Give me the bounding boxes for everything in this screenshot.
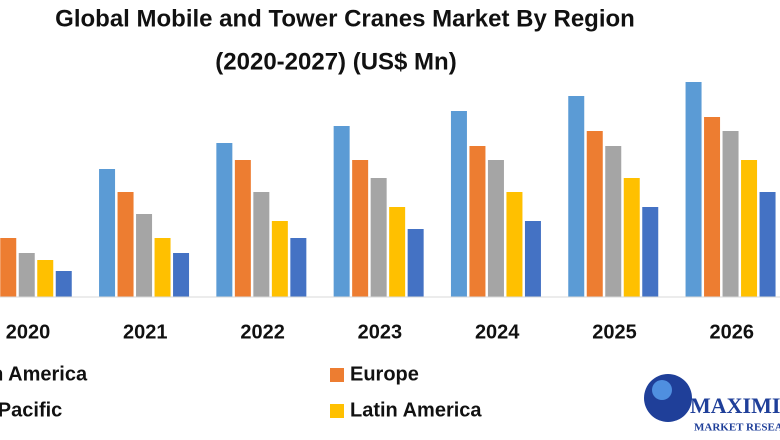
legend-swatch	[330, 368, 344, 382]
bar	[487, 160, 504, 297]
bar	[389, 207, 406, 297]
x-tick-label: 2024	[475, 321, 520, 343]
chart-subtitle: (2020-2027) (US$ Mn)	[215, 48, 456, 75]
logo: MAXIMIZE MARKET RESEARCH	[644, 374, 780, 434]
x-tick-label: 2020	[6, 321, 51, 343]
bar	[685, 82, 702, 297]
bar	[37, 260, 54, 297]
legend-label: North America	[0, 363, 88, 385]
bar	[524, 221, 541, 297]
bar	[605, 146, 622, 297]
chart-title: Global Mobile and Tower Cranes Market By…	[55, 5, 635, 32]
bar	[352, 160, 369, 297]
bar	[117, 192, 134, 297]
logo-name: MAXIMIZE	[690, 393, 780, 418]
x-tick-label: 2026	[710, 321, 755, 343]
bar	[234, 160, 251, 297]
legend-swatch	[330, 404, 344, 418]
bar	[586, 131, 603, 297]
bar	[759, 192, 776, 297]
bar	[568, 96, 585, 297]
x-tick-label: 2021	[123, 321, 168, 343]
bar	[722, 131, 739, 297]
bar	[0, 238, 17, 297]
bar	[216, 143, 233, 297]
bar	[136, 214, 153, 297]
logo-globe-highlight	[652, 380, 672, 400]
bar	[407, 229, 424, 297]
logo-tagline: MARKET RESEARCH	[694, 422, 780, 434]
bar	[741, 160, 758, 297]
legend-label: Latin America	[350, 399, 482, 421]
bar	[506, 192, 523, 297]
legend-label: Asia Pacific	[0, 399, 62, 421]
x-tick-label: 2022	[240, 321, 285, 343]
bar	[333, 126, 350, 297]
bar	[18, 253, 35, 297]
bar	[642, 207, 659, 297]
bar	[154, 238, 171, 297]
bar	[173, 253, 190, 297]
x-tick-label: 2025	[592, 321, 637, 343]
bar	[704, 117, 721, 297]
bar	[450, 111, 467, 297]
bar	[55, 271, 72, 297]
bar	[271, 221, 288, 297]
bar	[469, 146, 486, 297]
bar	[370, 178, 387, 297]
x-tick-label: 2023	[358, 321, 403, 343]
legend-label: Europe	[350, 363, 419, 385]
bar	[99, 169, 116, 297]
bar	[253, 192, 270, 297]
bar	[623, 178, 640, 297]
bar	[290, 238, 307, 297]
